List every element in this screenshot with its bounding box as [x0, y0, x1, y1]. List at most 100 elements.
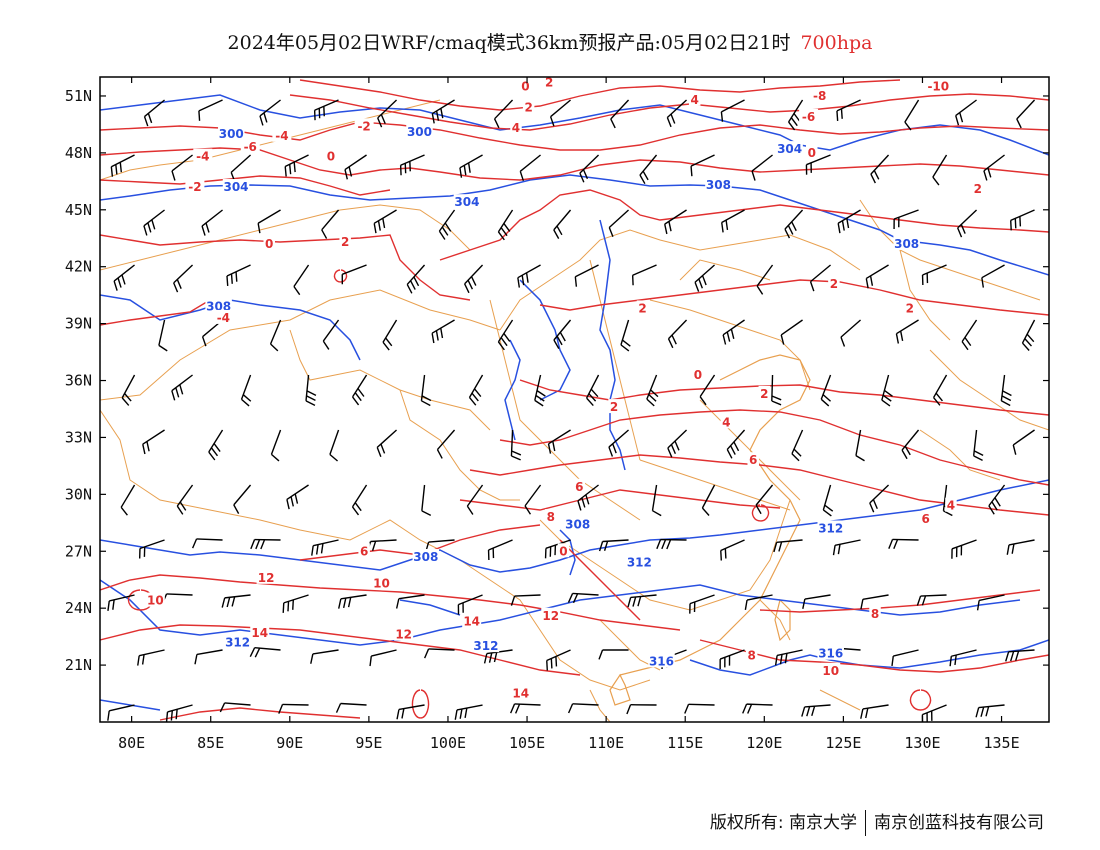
- temperature-contour-label: -2: [357, 119, 370, 133]
- wind-barb: [493, 99, 514, 129]
- height-contour-label-bg: [817, 520, 844, 535]
- height-contour-label-bg: [648, 653, 675, 668]
- wind-barb: [840, 319, 862, 347]
- wind-barb: [951, 539, 977, 559]
- wind-barb: [722, 319, 745, 345]
- wind-barb: [631, 264, 657, 286]
- wind-barb: [1010, 209, 1035, 231]
- temperature-contour-label: -6: [244, 140, 257, 154]
- temperature-contour-label-bg: [945, 497, 957, 512]
- wind-barb: [932, 154, 948, 186]
- wind-barb: [110, 154, 135, 177]
- wind-barb: [510, 429, 522, 461]
- wind-barb: [483, 649, 513, 664]
- wind-barb: [921, 264, 947, 285]
- wind-barb: [270, 429, 282, 462]
- x-tick-label: 100E: [430, 734, 466, 752]
- wind-barb: [975, 704, 1005, 718]
- y-tick-label: 27N: [65, 542, 92, 560]
- x-tick-label: 130E: [904, 734, 940, 752]
- wind-barb: [406, 264, 426, 294]
- wind-barb: [198, 99, 223, 121]
- temperature-contour-label: 6: [749, 453, 757, 467]
- temperature-contour-label: 12: [395, 628, 412, 642]
- wind-barb: [321, 209, 340, 239]
- wind-barb: [836, 99, 861, 121]
- temperature-contour-label-bg: [720, 414, 733, 429]
- wind-barb: [510, 703, 541, 714]
- temperature-contour-label: 0: [694, 368, 702, 382]
- x-tick-label: 80E: [118, 734, 145, 752]
- wind-barb: [888, 538, 919, 550]
- temperature-contour-label-bg: [745, 647, 758, 662]
- temperature-contour-label-bg: [904, 300, 916, 315]
- height-contour-label-bg: [406, 124, 433, 139]
- temperature-contour-label: 0: [327, 150, 335, 164]
- wind-barb: [586, 374, 600, 407]
- wind-barb: [651, 484, 662, 517]
- temperature-contour-label: 12: [542, 609, 559, 623]
- wind-barb: [423, 648, 455, 659]
- y-tick-label: 39N: [65, 315, 92, 333]
- height-contour-label-bg: [626, 554, 653, 569]
- wind-barb: [756, 264, 774, 295]
- x-tick-label: 115E: [667, 734, 703, 752]
- height-contour-label: 308: [894, 237, 919, 251]
- wind-barb: [165, 704, 193, 722]
- wind-barb: [689, 594, 715, 614]
- x-tick-label: 125E: [825, 734, 861, 752]
- temperature-contour-label-bg: [510, 120, 522, 135]
- temperature-contour-label-bg: [636, 300, 649, 315]
- y-tick-label: 33N: [65, 428, 92, 446]
- wind-barb: [961, 319, 978, 351]
- wind-barb: [832, 539, 861, 556]
- wind-barb: [524, 484, 542, 515]
- temperature-contour-label: 0: [265, 237, 273, 251]
- height-contour-label: 300: [219, 127, 244, 141]
- wind-barb: [278, 703, 309, 714]
- temperature-contour-label: 10: [822, 664, 839, 678]
- wind-barb: [510, 594, 541, 606]
- x-tick-label: 95E: [355, 734, 382, 752]
- coastline: [609, 354, 811, 706]
- height-contour-label: 312: [818, 522, 843, 536]
- wind-barb: [870, 154, 890, 184]
- wind-barb: [338, 594, 367, 609]
- temperature-contour-label: -4: [275, 129, 288, 143]
- title-main: 2024年05月02日WRF/cmaq模式36km预报产品:05月02日21时: [227, 32, 791, 54]
- temperature-contour-label-bg: [573, 478, 585, 493]
- height-contour-label: 308: [565, 518, 590, 532]
- wind-barb: [546, 649, 571, 671]
- temperature-contour-label: 2: [610, 400, 618, 414]
- height-contour-label-bg: [205, 298, 232, 313]
- x-tick-label: 105E: [509, 734, 545, 752]
- wind-barb: [780, 319, 803, 345]
- temperature-contour-label: 4: [722, 415, 730, 429]
- temperature-contour-label-bg: [462, 613, 482, 628]
- wind-barb: [720, 539, 745, 561]
- wind-barb: [955, 99, 977, 126]
- temperature-contour-label: 0: [521, 79, 529, 93]
- temperature-contour-label: 4: [691, 93, 699, 107]
- wind-barb: [121, 374, 136, 406]
- temperature-contour-label-bg: [799, 108, 819, 123]
- wind-barb: [694, 264, 716, 292]
- height-contour-label-bg: [472, 638, 500, 653]
- wind-barb: [497, 209, 514, 241]
- wind-barb: [305, 374, 317, 406]
- wind-barb: [142, 429, 165, 455]
- wind-barb: [755, 484, 774, 515]
- temperature-contour-label: -8: [813, 89, 826, 103]
- wind-barb: [667, 429, 688, 458]
- wind-barb: [376, 429, 398, 457]
- temperature-contour-label-bg: [545, 509, 557, 524]
- temperature-contour-label: -2: [188, 180, 201, 194]
- wind-barb: [377, 99, 398, 128]
- temperature-contour-label: -4: [196, 150, 209, 164]
- wind-barb: [579, 154, 600, 183]
- copyright: 版权所有: 南京大学 南京创蓝科技有限公司: [710, 808, 1044, 836]
- wind-barb: [957, 209, 978, 238]
- temperature-contour-label-bg: [543, 77, 555, 89]
- height-contour-label: 312: [473, 639, 498, 653]
